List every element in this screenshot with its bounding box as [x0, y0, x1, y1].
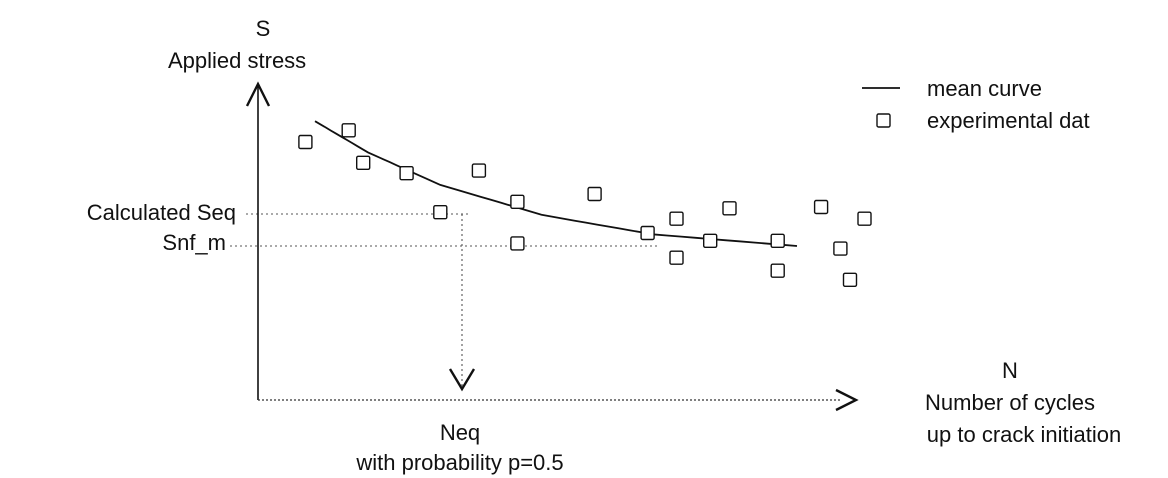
data-marker-3 — [356, 155, 371, 171]
data-marker-7 — [510, 194, 525, 210]
data-marker-13 — [703, 233, 718, 249]
neq-arrowhead — [448, 368, 476, 392]
seq-label: Calculated Seq — [86, 200, 236, 225]
y-axis-arrowhead — [245, 81, 271, 107]
data-marker-5 — [433, 204, 448, 220]
data-marker-14 — [722, 201, 737, 216]
x-axis-label-line2: up to crack initiation — [926, 422, 1122, 447]
x-axis-symbol: N — [1002, 358, 1018, 383]
data-marker-19 — [842, 272, 858, 287]
legend-line-label: mean curve — [927, 76, 1042, 101]
mean-curve-line — [314, 120, 798, 247]
data-marker-12 — [669, 250, 684, 265]
x-axis-label-line1: Number of cycles — [925, 390, 1095, 415]
data-marker-15 — [770, 233, 785, 249]
data-marker-18 — [833, 241, 848, 256]
data-marker-6 — [471, 163, 487, 178]
data-marker-4 — [399, 165, 414, 181]
y-axis-symbol: S — [255, 16, 271, 41]
x-axis-arrowhead — [835, 388, 859, 412]
probability-label: with probability p=0.5 — [356, 450, 564, 475]
data-marker-2 — [341, 123, 356, 138]
neq-label: Neq — [439, 420, 481, 445]
y-axis-label: Applied stress — [168, 48, 307, 73]
data-marker-17 — [813, 199, 829, 215]
data-marker-9 — [587, 186, 602, 202]
data-marker-8 — [510, 236, 525, 251]
data-marker-1 — [298, 134, 313, 150]
data-marker-16 — [770, 263, 785, 278]
data-marker-11 — [669, 211, 684, 226]
data-marker-20 — [857, 211, 872, 226]
legend-marker-symbol — [876, 113, 891, 128]
data-marker-10 — [640, 225, 655, 241]
snf-label: Snf_m — [162, 230, 226, 255]
legend-marker-label: experimental dat — [927, 108, 1090, 133]
